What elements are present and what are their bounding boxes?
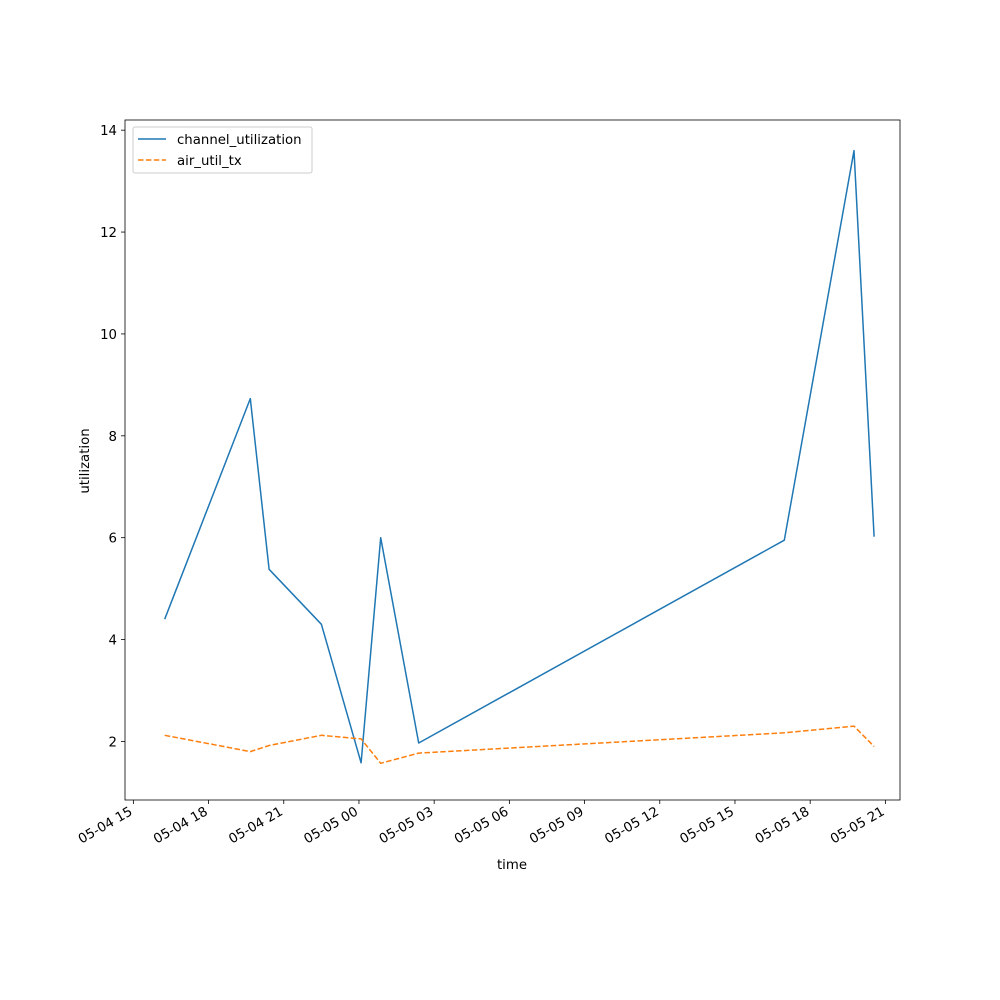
series-line-air-util-tx bbox=[164, 725, 875, 765]
plot-frame bbox=[124, 119, 901, 801]
y-tick-label: 4 bbox=[109, 634, 117, 649]
legend-label-channel-utilization: channel_utilization bbox=[177, 133, 302, 148]
series-line-channel-utilization bbox=[164, 149, 875, 764]
y-tick-label: 2 bbox=[109, 735, 117, 750]
legend: channel_utilization air_util_tx bbox=[132, 126, 313, 174]
y-tick-label: 14 bbox=[100, 124, 117, 139]
y-axis: 2 4 6 8 10 12 14 bbox=[100, 124, 125, 750]
legend-box bbox=[132, 126, 313, 174]
series-layer bbox=[164, 149, 875, 765]
y-tick-label: 10 bbox=[100, 328, 117, 343]
y-tick-label: 8 bbox=[109, 430, 117, 445]
y-tick-label: 6 bbox=[109, 532, 117, 547]
y-axis-label: utilization bbox=[78, 428, 93, 493]
y-tick-label: 12 bbox=[100, 226, 117, 241]
x-axis-label: time bbox=[497, 858, 527, 873]
plot-area bbox=[125, 120, 900, 800]
legend-label-air-util-tx: air_util_tx bbox=[177, 154, 242, 169]
